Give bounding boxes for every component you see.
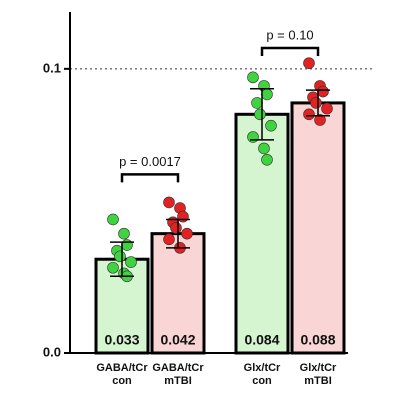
x-tick-label: mTBI [304, 375, 332, 387]
data-point [251, 97, 263, 109]
value-label: 0.088 [300, 332, 335, 348]
x-tick-label: Glx/tCr [300, 362, 337, 374]
bar [234, 112, 290, 355]
value-label: 0.042 [160, 332, 195, 348]
data-point [163, 196, 175, 209]
data-point [114, 250, 126, 263]
data-point [170, 222, 182, 234]
data-point [310, 97, 322, 109]
y-tick-label: 0.0 [43, 344, 61, 359]
data-point [321, 102, 333, 115]
data-point [107, 213, 119, 226]
significance-label: p = 0.0017 [119, 154, 181, 169]
bar [150, 232, 206, 355]
x-tick-label: Glx/tCr [244, 362, 281, 374]
value-label: 0.084 [244, 332, 279, 348]
value-label: 0.033 [104, 332, 139, 348]
data-point [247, 131, 259, 143]
data-point [125, 256, 137, 268]
y-tick-label: 0.1 [43, 60, 61, 75]
data-point [181, 227, 193, 240]
data-point [303, 57, 315, 69]
data-point [261, 153, 273, 166]
data-point [107, 261, 119, 274]
x-tick-label: con [252, 375, 272, 387]
data-point [314, 114, 326, 126]
data-point [177, 210, 189, 223]
significance-label: p = 0.10 [266, 27, 313, 42]
data-point [118, 227, 130, 240]
significance-bracket [260, 46, 320, 56]
data-point [163, 233, 175, 246]
data-point [258, 142, 270, 155]
data-point [261, 88, 273, 101]
x-tick-label: GABA/tCr [152, 362, 204, 374]
data-point [121, 239, 133, 251]
data-point [303, 108, 315, 121]
data-point [317, 85, 329, 98]
significance-bracket [120, 173, 180, 183]
data-point [247, 71, 259, 84]
x-tick-label: mTBI [164, 375, 192, 387]
data-point [265, 119, 277, 132]
x-tick-label: con [112, 375, 132, 387]
bar [290, 101, 346, 355]
x-tick-label: GABA/tCr [96, 362, 148, 374]
data-point [254, 108, 266, 121]
